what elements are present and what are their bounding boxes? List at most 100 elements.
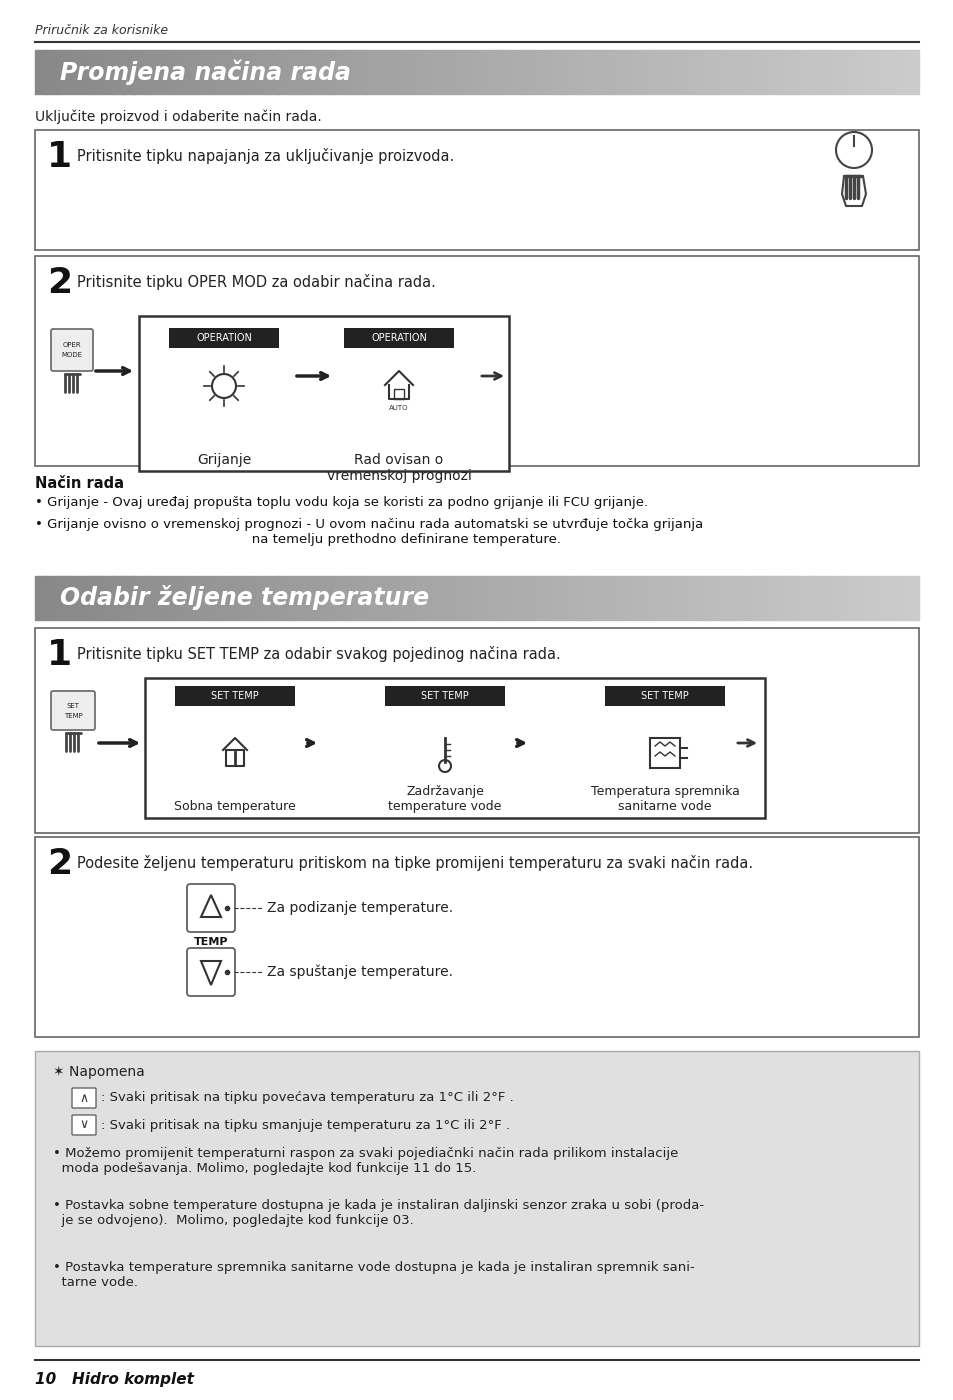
Bar — [35, 1051, 918, 1345]
Bar — [68, 50, 80, 94]
Bar — [775, 50, 786, 94]
Text: • Grijanje ovisno o vremenskoj prognozi - U ovom načinu rada automatski se utvrđ: • Grijanje ovisno o vremenskoj prognozi … — [35, 518, 702, 546]
Bar — [686, 50, 698, 94]
Text: TEMP: TEMP — [193, 937, 228, 946]
Bar — [896, 50, 907, 94]
Bar — [830, 575, 841, 620]
Bar — [520, 50, 532, 94]
Bar — [609, 575, 620, 620]
Bar — [488, 575, 499, 620]
Bar — [278, 50, 290, 94]
Text: Grijanje: Grijanje — [196, 454, 251, 468]
Bar — [852, 575, 863, 620]
Bar — [79, 575, 91, 620]
Bar — [753, 50, 764, 94]
Bar — [819, 50, 830, 94]
Bar — [333, 575, 345, 620]
Bar — [763, 50, 775, 94]
Bar — [885, 50, 897, 94]
Bar — [35, 50, 47, 94]
FancyBboxPatch shape — [51, 692, 95, 729]
Bar — [862, 50, 875, 94]
Text: MODE: MODE — [61, 351, 82, 358]
Text: Pritisnite tipku napajanja za uključivanje proizvoda.: Pritisnite tipku napajanja za uključivan… — [77, 148, 454, 164]
Bar — [433, 50, 444, 94]
Bar — [421, 50, 433, 94]
Text: SET TEMP: SET TEMP — [211, 692, 258, 701]
Bar — [642, 575, 654, 620]
Bar — [698, 575, 709, 620]
Bar — [267, 575, 278, 620]
Bar — [885, 575, 897, 620]
Bar — [896, 575, 907, 620]
Bar — [333, 50, 345, 94]
Bar — [377, 50, 389, 94]
Bar — [68, 575, 80, 620]
Text: Za podizanje temperature.: Za podizanje temperature. — [267, 902, 453, 916]
Text: 2: 2 — [47, 266, 72, 300]
Bar — [907, 575, 919, 620]
Bar — [300, 50, 312, 94]
Bar — [411, 575, 422, 620]
FancyBboxPatch shape — [169, 328, 278, 349]
Bar — [753, 575, 764, 620]
Bar — [255, 50, 267, 94]
Bar — [498, 575, 510, 620]
Bar — [587, 50, 598, 94]
Bar — [620, 575, 632, 620]
Bar — [377, 575, 389, 620]
Bar — [399, 50, 411, 94]
Bar — [433, 575, 444, 620]
Bar — [134, 50, 146, 94]
Bar — [46, 50, 57, 94]
Bar — [156, 575, 168, 620]
Bar — [223, 575, 234, 620]
Bar — [720, 50, 731, 94]
Bar — [190, 575, 201, 620]
Bar — [510, 575, 521, 620]
Bar — [598, 50, 610, 94]
Bar — [565, 575, 577, 620]
Bar — [708, 50, 720, 94]
Bar — [708, 575, 720, 620]
Text: ∧: ∧ — [79, 1092, 89, 1105]
FancyBboxPatch shape — [51, 329, 92, 371]
Bar — [443, 50, 455, 94]
Text: SET TEMP: SET TEMP — [640, 692, 688, 701]
Bar — [344, 50, 355, 94]
Bar — [399, 575, 411, 620]
Bar — [366, 50, 377, 94]
Bar — [465, 575, 477, 620]
FancyBboxPatch shape — [35, 629, 918, 833]
Bar — [112, 575, 124, 620]
Bar — [587, 575, 598, 620]
FancyBboxPatch shape — [145, 678, 764, 818]
FancyBboxPatch shape — [71, 1088, 96, 1107]
Bar — [355, 575, 367, 620]
Bar — [664, 50, 676, 94]
Text: 10   Hidro komplet: 10 Hidro komplet — [35, 1372, 193, 1387]
Text: Način rada: Način rada — [35, 476, 124, 491]
Bar — [642, 50, 654, 94]
Bar — [675, 575, 687, 620]
Bar — [620, 50, 632, 94]
Bar — [698, 50, 709, 94]
Bar — [841, 575, 852, 620]
Bar — [852, 50, 863, 94]
Bar — [455, 50, 466, 94]
Bar — [576, 575, 587, 620]
Bar — [46, 575, 57, 620]
Bar — [388, 50, 399, 94]
Bar — [101, 50, 112, 94]
Text: SET TEMP: SET TEMP — [420, 692, 468, 701]
Bar — [233, 575, 245, 620]
Bar — [178, 575, 190, 620]
Bar — [388, 575, 399, 620]
Bar — [344, 575, 355, 620]
Bar — [411, 50, 422, 94]
Text: 2: 2 — [47, 847, 72, 881]
Bar — [300, 575, 312, 620]
Text: OPERATION: OPERATION — [196, 333, 252, 343]
Bar — [609, 50, 620, 94]
Bar — [134, 575, 146, 620]
